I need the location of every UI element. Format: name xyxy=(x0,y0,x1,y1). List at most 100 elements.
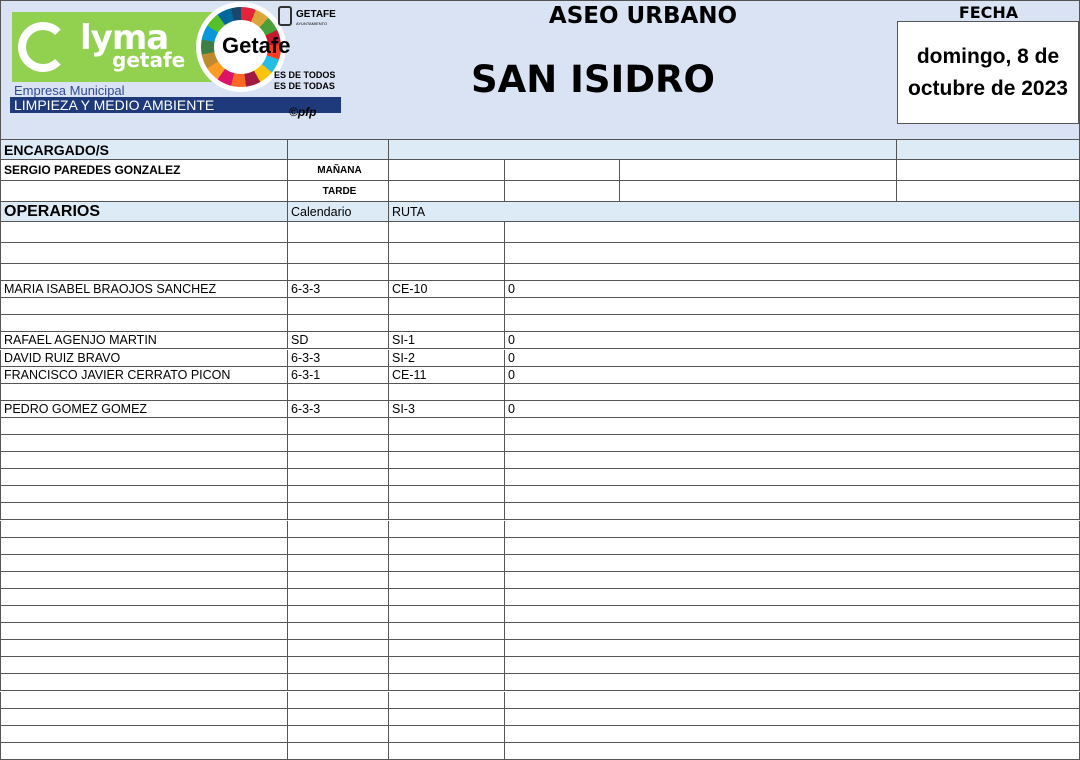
worker-value: 0 xyxy=(505,281,1080,299)
worker-calendar xyxy=(288,452,389,470)
worker-value xyxy=(505,315,1080,333)
worker-value xyxy=(505,469,1080,487)
zone-title: SAN ISIDRO xyxy=(471,58,715,101)
worker-route xyxy=(389,708,505,726)
worker-calendar xyxy=(288,571,389,589)
worker-route xyxy=(389,435,505,453)
worker-value xyxy=(505,623,1080,641)
calendar-header: Calendario xyxy=(288,202,389,222)
worker-name xyxy=(0,708,288,726)
worker-route xyxy=(389,606,505,624)
blank-cell xyxy=(389,140,897,160)
worker-value xyxy=(505,264,1080,282)
worker-route xyxy=(389,640,505,658)
worker-name xyxy=(0,243,288,264)
worker-value xyxy=(505,243,1080,264)
worker-route xyxy=(389,383,505,401)
city-sub: AYUNTAMIENTO xyxy=(296,21,328,26)
worker-value xyxy=(505,537,1080,555)
worker-value xyxy=(505,486,1080,504)
worker-name xyxy=(0,571,288,589)
worker-calendar xyxy=(288,742,389,760)
worker-route xyxy=(389,674,505,692)
worker-value: 0 xyxy=(505,366,1080,384)
slogan-2: ES DE TODAS xyxy=(274,81,335,91)
blank-cell xyxy=(620,160,897,181)
worker-value xyxy=(505,742,1080,760)
worker-name xyxy=(0,264,288,282)
worker-route xyxy=(389,264,505,282)
worker-calendar xyxy=(288,657,389,675)
worker-calendar xyxy=(288,520,389,538)
worker-value xyxy=(505,222,1080,243)
worker-calendar: 6-3-1 xyxy=(288,366,389,384)
worker-name xyxy=(0,725,288,743)
worker-route xyxy=(389,742,505,760)
worker-route xyxy=(389,588,505,606)
worker-name xyxy=(0,452,288,470)
worker-route xyxy=(389,222,505,243)
worker-value xyxy=(505,435,1080,453)
worker-calendar xyxy=(288,435,389,453)
worker-route xyxy=(389,691,505,709)
date-label: FECHA xyxy=(958,3,1019,22)
supervisors-label: ENCARGADO/S xyxy=(0,140,288,160)
worker-name xyxy=(0,222,288,243)
worker-calendar xyxy=(288,537,389,555)
worker-value xyxy=(505,383,1080,401)
worker-name xyxy=(0,742,288,760)
worker-route xyxy=(389,243,505,264)
worker-calendar xyxy=(288,486,389,504)
worker-value: 0 xyxy=(505,349,1080,367)
worker-route: CE-11 xyxy=(389,366,505,384)
worker-value: 0 xyxy=(505,400,1080,418)
blank-cell xyxy=(620,181,897,202)
worker-name xyxy=(0,383,288,401)
worker-value xyxy=(505,674,1080,692)
service-title: ASEO URBANO xyxy=(548,3,738,29)
blank-cell xyxy=(897,160,1080,181)
slogan-1: ES DE TODOS xyxy=(274,70,336,80)
worker-calendar xyxy=(288,691,389,709)
worker-calendar: 6-3-3 xyxy=(288,400,389,418)
worker-route xyxy=(389,503,505,521)
worker-route xyxy=(389,315,505,333)
worker-route xyxy=(389,417,505,435)
worker-calendar: SD xyxy=(288,332,389,350)
supervisor-name: SERGIO PAREDES GONZALEZ xyxy=(0,160,288,181)
brand-sub: getafe xyxy=(112,48,186,72)
blank-cell xyxy=(505,181,620,202)
worker-calendar: 6-3-3 xyxy=(288,349,389,367)
swirl-icon xyxy=(18,22,68,72)
worker-route xyxy=(389,486,505,504)
route-header: RUTA xyxy=(389,202,1080,222)
worker-calendar xyxy=(288,554,389,572)
worker-calendar xyxy=(288,725,389,743)
worker-route xyxy=(389,623,505,641)
worker-name xyxy=(0,298,288,316)
blank-cell xyxy=(288,140,389,160)
supervisor-name xyxy=(0,181,288,202)
crest-icon xyxy=(278,6,292,26)
worker-value xyxy=(505,588,1080,606)
brand-name: Lyma xyxy=(80,18,169,58)
worker-calendar xyxy=(288,264,389,282)
getafe-logo-text: Getafe xyxy=(222,33,291,58)
worker-value xyxy=(505,691,1080,709)
worker-calendar xyxy=(288,243,389,264)
worker-route xyxy=(389,452,505,470)
worker-value xyxy=(505,554,1080,572)
worker-value xyxy=(505,503,1080,521)
worker-value xyxy=(505,417,1080,435)
worker-calendar: 6-3-3 xyxy=(288,281,389,299)
worker-route xyxy=(389,725,505,743)
worker-name xyxy=(0,469,288,487)
city-name: GETAFE xyxy=(296,9,336,20)
worker-route xyxy=(389,469,505,487)
worker-value xyxy=(505,708,1080,726)
blank-cell xyxy=(897,140,1080,160)
worker-value xyxy=(505,657,1080,675)
blank-cell xyxy=(389,160,505,181)
worker-name: PEDRO GOMEZ GOMEZ xyxy=(0,400,288,418)
worker-calendar xyxy=(288,606,389,624)
